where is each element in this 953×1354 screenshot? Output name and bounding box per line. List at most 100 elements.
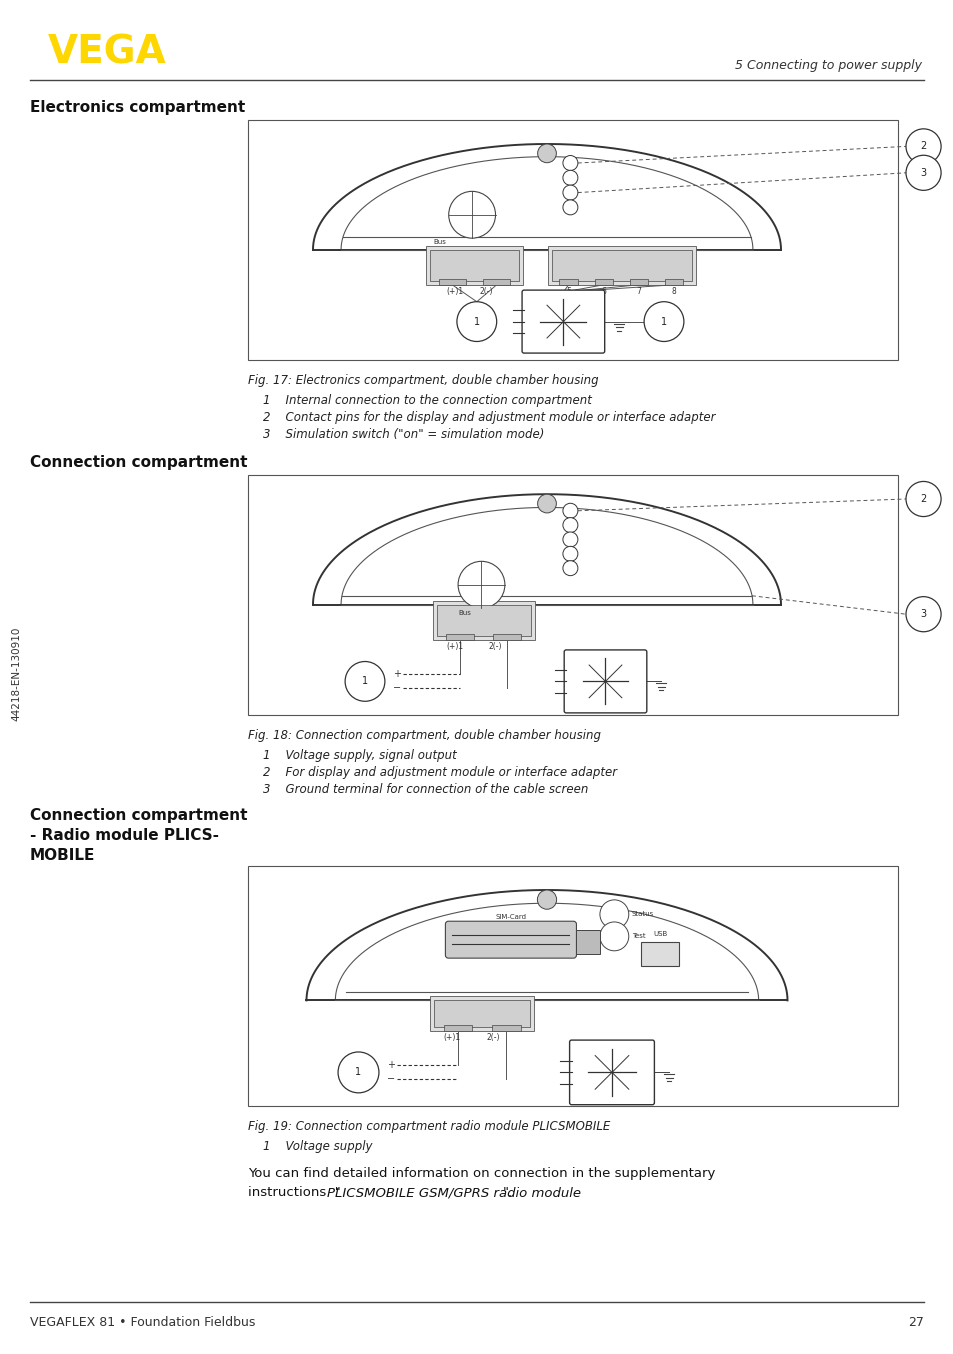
Text: USB: USB — [652, 932, 666, 937]
Bar — [491, 1005, 520, 1011]
Circle shape — [537, 144, 556, 162]
Text: 44218-EN-130910: 44218-EN-130910 — [11, 627, 21, 722]
Bar — [248, 867, 897, 1106]
Circle shape — [345, 662, 384, 701]
Text: SIM-Card: SIM-Card — [495, 914, 526, 921]
Text: 3    Ground terminal for connection of the cable screen: 3 Ground terminal for connection of the … — [263, 783, 588, 796]
Circle shape — [905, 597, 940, 632]
Bar — [493, 611, 520, 617]
Bar — [664, 279, 682, 284]
Bar — [430, 997, 534, 1030]
Circle shape — [337, 1052, 378, 1093]
Text: 27: 27 — [907, 1316, 923, 1330]
Text: 1    Voltage supply, signal output: 1 Voltage supply, signal output — [263, 749, 456, 762]
Circle shape — [599, 922, 628, 951]
Circle shape — [562, 517, 578, 532]
Text: 6: 6 — [600, 287, 605, 295]
Bar — [594, 255, 612, 263]
Bar — [629, 279, 647, 284]
Text: 2    For display and adjustment module or interface adapter: 2 For display and adjustment module or i… — [263, 766, 617, 779]
Text: −: − — [387, 1075, 395, 1085]
Text: 8: 8 — [671, 287, 676, 295]
Bar — [248, 475, 897, 715]
Circle shape — [562, 171, 578, 185]
Bar — [443, 1025, 472, 1030]
Circle shape — [562, 185, 578, 200]
Bar — [446, 634, 474, 640]
Bar — [483, 255, 510, 263]
Circle shape — [562, 532, 578, 547]
Text: PLICSMOBILE GSM/GPRS radio module: PLICSMOBILE GSM/GPRS radio module — [327, 1186, 581, 1200]
Text: ".: ". — [502, 1186, 512, 1200]
FancyBboxPatch shape — [445, 921, 576, 959]
Text: 1: 1 — [361, 677, 368, 686]
Bar — [629, 255, 647, 263]
Text: 2    Contact pins for the display and adjustment module or interface adapter: 2 Contact pins for the display and adjus… — [263, 412, 715, 424]
Bar — [438, 279, 465, 284]
Text: 2(-): 2(-) — [486, 1033, 500, 1041]
Text: 5 Connecting to power supply: 5 Connecting to power supply — [734, 60, 921, 72]
Circle shape — [537, 494, 556, 513]
Text: 3: 3 — [920, 609, 925, 619]
Bar — [640, 942, 679, 967]
Text: 3    Simulation switch ("on" = simulation mode): 3 Simulation switch ("on" = simulation m… — [263, 428, 544, 441]
Text: 1    Internal connection to the connection compartment: 1 Internal connection to the connection … — [263, 394, 591, 408]
Circle shape — [905, 129, 940, 164]
FancyBboxPatch shape — [563, 650, 646, 714]
Circle shape — [448, 191, 495, 238]
Circle shape — [537, 890, 556, 910]
Text: +: + — [393, 669, 400, 680]
Text: 2(-): 2(-) — [488, 642, 501, 651]
Text: 2(-): 2(-) — [479, 287, 493, 295]
Bar — [438, 255, 465, 263]
Text: 5: 5 — [565, 287, 570, 295]
Bar — [426, 245, 522, 284]
Circle shape — [905, 156, 940, 191]
Text: Status: Status — [631, 911, 654, 917]
Text: Bus: Bus — [434, 240, 446, 245]
Bar — [491, 1025, 520, 1030]
Circle shape — [562, 504, 578, 519]
Bar — [483, 279, 510, 284]
Circle shape — [562, 546, 578, 562]
Text: Electronics compartment: Electronics compartment — [30, 100, 245, 115]
Text: Test: Test — [631, 933, 645, 940]
Text: 1    Voltage supply: 1 Voltage supply — [263, 1140, 372, 1154]
Bar — [547, 245, 696, 284]
Circle shape — [599, 900, 628, 929]
Text: Connection compartment: Connection compartment — [30, 455, 247, 470]
Text: 1: 1 — [355, 1067, 361, 1078]
Text: (+)1: (+)1 — [446, 642, 463, 651]
Text: 3: 3 — [920, 168, 925, 177]
Text: −: − — [393, 684, 400, 693]
Text: 2: 2 — [920, 141, 925, 152]
Bar — [443, 1005, 472, 1011]
FancyBboxPatch shape — [521, 290, 604, 353]
FancyBboxPatch shape — [569, 1040, 654, 1105]
Bar — [558, 255, 578, 263]
Text: 2: 2 — [920, 494, 925, 504]
Bar — [576, 930, 599, 955]
Bar — [436, 605, 530, 636]
Bar — [664, 255, 682, 263]
Bar — [594, 279, 612, 284]
Text: 1: 1 — [660, 317, 666, 326]
Circle shape — [643, 302, 683, 341]
Circle shape — [562, 200, 578, 215]
Text: (+)1: (+)1 — [443, 1033, 460, 1041]
Circle shape — [562, 156, 578, 171]
Bar — [551, 249, 691, 280]
Text: VEGA: VEGA — [48, 34, 167, 72]
Circle shape — [456, 302, 497, 341]
Text: instructions  ": instructions " — [248, 1186, 340, 1200]
Bar — [446, 611, 474, 617]
Bar — [433, 601, 534, 640]
Bar — [430, 249, 518, 280]
Text: (+)1: (+)1 — [446, 287, 462, 295]
Bar — [434, 1001, 530, 1026]
Circle shape — [905, 482, 940, 516]
Text: +: + — [387, 1060, 395, 1071]
Text: 7: 7 — [636, 287, 640, 295]
Text: Fig. 17: Electronics compartment, double chamber housing: Fig. 17: Electronics compartment, double… — [248, 374, 598, 387]
Text: Fig. 19: Connection compartment radio module PLICSMOBILE: Fig. 19: Connection compartment radio mo… — [248, 1120, 610, 1133]
